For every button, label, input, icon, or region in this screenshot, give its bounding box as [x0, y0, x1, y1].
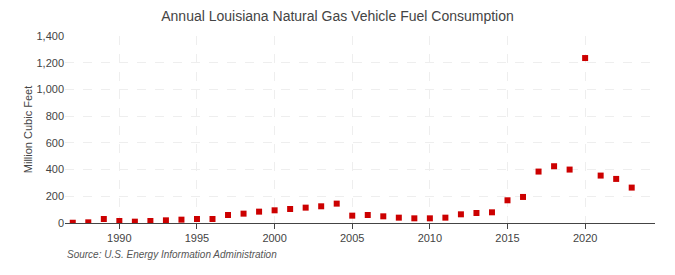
svg-text:1,200: 1,200	[36, 57, 64, 69]
svg-text:1990: 1990	[107, 232, 131, 244]
svg-text:Million Cubic Feet: Million Cubic Feet	[22, 86, 34, 173]
svg-text:Source: U.S. Energy Informatio: Source: U.S. Energy Information Administ…	[67, 249, 277, 260]
svg-text:400: 400	[46, 163, 64, 175]
svg-text:600: 600	[46, 137, 64, 149]
svg-text:Annual Louisiana Natural Gas V: Annual Louisiana Natural Gas Vehicle Fue…	[161, 8, 514, 24]
svg-text:800: 800	[46, 110, 64, 122]
svg-text:2015: 2015	[495, 232, 519, 244]
svg-text:1995: 1995	[185, 232, 209, 244]
svg-text:1,000: 1,000	[36, 83, 64, 95]
svg-text:1,400: 1,400	[36, 30, 64, 42]
svg-text:2020: 2020	[573, 232, 597, 244]
svg-text:200: 200	[46, 190, 64, 202]
svg-text:0: 0	[58, 217, 64, 229]
svg-text:2005: 2005	[340, 232, 364, 244]
svg-text:2000: 2000	[262, 232, 286, 244]
svg-text:2010: 2010	[418, 232, 442, 244]
